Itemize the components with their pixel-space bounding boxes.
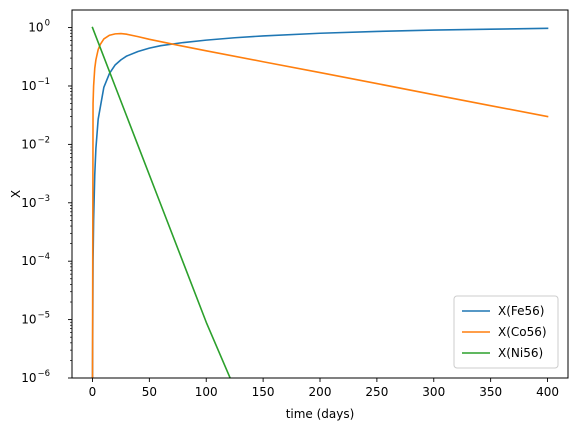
- x-tick-label: 150: [252, 385, 275, 399]
- x-axis: 0 50 100 150 200 250 300 350 400: [89, 378, 559, 399]
- y-tick-label: 100: [28, 19, 50, 35]
- y-tick-label: 10−3: [21, 194, 50, 210]
- x-tick-label: 250: [365, 385, 388, 399]
- y-axis: 100 10−1 10−2 10−3 10−4 10−5 10−6: [21, 19, 72, 385]
- x-tick-label: 100: [195, 385, 218, 399]
- x-tick-label: 400: [536, 385, 559, 399]
- legend-box: [453, 295, 559, 369]
- x-tick-label: 300: [422, 385, 445, 399]
- y-tick-label: 10−4: [21, 252, 50, 268]
- series-line-1: [91, 27, 549, 378]
- series-line-3: [91, 26, 232, 378]
- x-tick-label: 200: [309, 385, 332, 399]
- x-axis-label: time (days): [286, 407, 355, 421]
- y-axis-label: X: [9, 190, 23, 198]
- x-tick-label: 350: [479, 385, 502, 399]
- y-tick-label: 10−5: [21, 311, 50, 327]
- legend-label: X(Ni56): [498, 346, 543, 360]
- x-tick-label: 50: [142, 385, 157, 399]
- series-line-2: [91, 32, 549, 378]
- x-tick-label: 0: [89, 385, 97, 399]
- y-tick-label: 10−1: [21, 77, 50, 93]
- legend: X(Fe56) X(Co56) X(Ni56): [453, 295, 559, 369]
- y-tick-label: 10−2: [21, 135, 50, 151]
- legend-label: X(Fe56): [498, 304, 544, 318]
- series-layer: [91, 26, 549, 378]
- legend-label: X(Co56): [498, 325, 547, 339]
- y-tick-label: 10−6: [21, 369, 50, 385]
